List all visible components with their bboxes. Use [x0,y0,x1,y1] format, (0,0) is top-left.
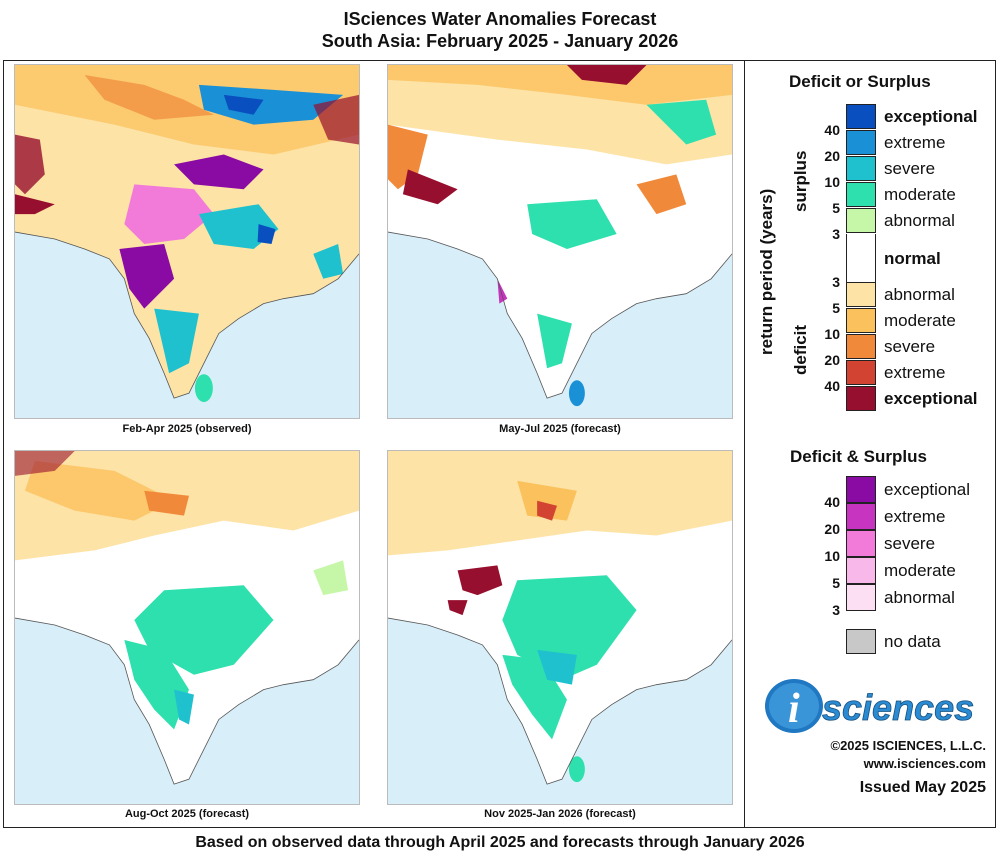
legend-tick-deficit-3: 3 [832,274,840,290]
copyright: ©2025 ISCIENCES, L.L.C. [830,738,986,753]
legend2-tick-20: 20 [824,521,840,537]
legend2-label-severe: severe [884,534,936,553]
legend2-swatch-moderate [846,557,876,584]
legend-label-deficit-severe: severe [884,337,936,356]
map-4-svg [388,451,732,804]
legend-swatch-surplus-moderate [846,182,876,207]
legend-label-normal: normal [884,249,941,268]
map-1-svg [15,65,359,418]
legend-label-deficit-moderate: moderate [884,311,956,330]
legend2-label-extreme: extreme [884,507,946,526]
legend-swatch-deficit-severe [846,334,876,359]
legend-swatch-deficit-abnormal [846,282,876,307]
map-3-caption: Aug-Oct 2025 (forecast) [124,808,250,820]
legend-label-deficit-abnormal: abnormal [884,285,955,304]
logo-i: i [788,686,800,732]
legend-swatch-deficit-extreme [846,360,876,385]
legend2-tick-5: 5 [832,575,840,591]
legend-label-surplus-extreme: extreme [884,133,946,152]
legend2-label-exceptional: exceptional [884,480,971,499]
legend-tick-surplus-3: 3 [832,226,840,242]
legend2-tick-3: 3 [832,602,840,618]
legend-tick-deficit-40: 40 [824,378,840,394]
legend-label-deficit-exceptional: exceptional [884,389,978,408]
legend-swatch-normal [846,234,876,282]
legend-tick-surplus-10: 10 [824,174,840,190]
issued-date: Issued May 2025 [859,779,986,796]
legend-deficit-or-surplus-title: Deficit or Surplus [789,72,931,91]
legend-swatch-surplus-abnormal [846,208,876,233]
legend-swatch-deficit-exceptional [846,386,876,411]
legend2-swatch-exceptional [846,476,876,503]
map-aug-oct-2025[interactable] [14,450,360,805]
legend2-label-abnormal: abnormal [884,588,955,607]
title-line-2: South Asia: February 2025 - January 2026 [321,31,679,51]
legend-axis-label: return period (years) [757,188,776,355]
legend-label-surplus-exceptional: exceptional [884,107,978,126]
map-2-caption: May-Jul 2025 (forecast) [499,423,621,435]
legend-deficit-and-surplus-title: Deficit & Surplus [790,447,927,466]
map-2-svg [388,65,732,418]
legend-label-surplus-severe: severe [884,159,936,178]
figure-frame [3,60,996,828]
legend2-swatch-extreme [846,503,876,530]
legend-swatch-surplus-exceptional [846,104,876,129]
legend2-tick-10: 10 [824,548,840,564]
legend-label-surplus-abnormal: abnormal [884,211,955,230]
legend-tick-surplus-40: 40 [824,122,840,138]
legend-tick-surplus-5: 5 [832,200,840,216]
legend-tick-deficit-5: 5 [832,300,840,316]
legend2-tick-40: 40 [824,494,840,510]
isciences-logo: i sciences [762,676,992,736]
page-title: ISciences Water Anomalies Forecast South… [0,8,1000,52]
map-may-jul-2025[interactable] [387,64,733,419]
legend-tick-deficit-20: 20 [824,352,840,368]
legend2-label-moderate: moderate [884,561,956,580]
legend-swatch-surplus-extreme [846,130,876,155]
map-3-svg [15,451,359,804]
legend2-swatch-severe [846,530,876,557]
map-4-caption: Nov 2025-Jan 2026 (forecast) [484,808,636,820]
legend-tick-deficit-10: 10 [824,326,840,342]
legend-label-deficit-extreme: extreme [884,363,946,382]
legend-swatch-deficit-moderate [846,308,876,333]
footer-note: Based on observed data through April 202… [195,834,805,851]
map-1-caption: Feb-Apr 2025 (observed) [122,423,252,435]
legend-swatch-no-data [846,629,876,654]
map-nov-jan-2026[interactable] [387,450,733,805]
legend-label-no-data: no data [884,632,941,651]
legend-divider [744,60,745,828]
legend-label-surplus-moderate: moderate [884,185,956,204]
logo-text: sciences [822,687,974,728]
map-feb-apr-2025[interactable] [14,64,360,419]
legend2-swatch-abnormal [846,584,876,611]
title-line-1: ISciences Water Anomalies Forecast [343,9,657,29]
legend-swatch-surplus-severe [846,156,876,181]
legend-tick-surplus-20: 20 [824,148,840,164]
website-link[interactable]: www.isciences.com [863,756,986,771]
